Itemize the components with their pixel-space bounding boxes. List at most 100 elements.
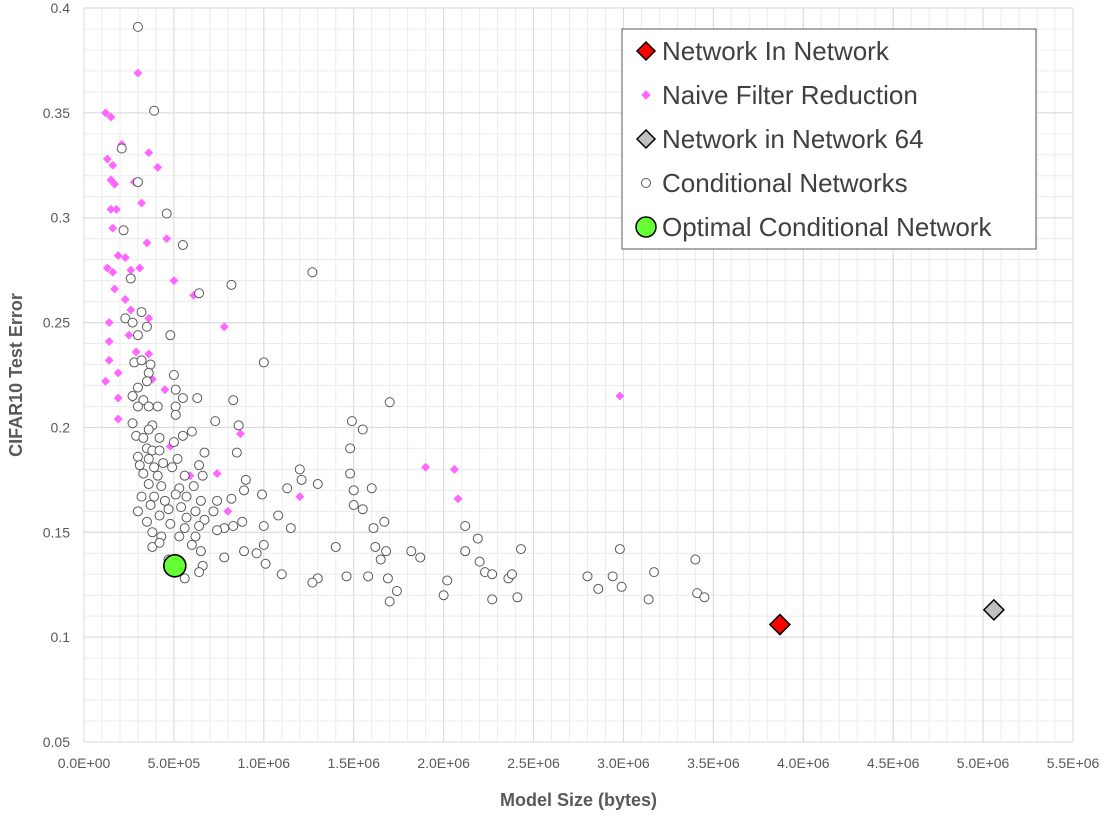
naive-filter-reduction-point [101,376,111,386]
conditional-network-point [239,546,250,557]
naive-filter-reduction-point [223,506,233,516]
conditional-network-point [158,458,169,469]
naive-filter-reduction-series [101,68,625,516]
conditional-network-point [194,520,205,531]
conditional-network-point [149,462,160,473]
naive-filter-reduction-point [295,492,305,502]
conditional-network-point [143,479,154,490]
naive-filter-reduction-point [102,154,112,164]
legend-label: Network In Network [662,36,890,66]
conditional-network-point [195,495,206,506]
conditional-network-point [294,464,305,475]
conditional-network-point [257,489,268,500]
conditional-network-point [506,569,517,580]
naive-filter-reduction-point [110,179,120,189]
conditional-network-point [174,531,185,542]
conditional-network-point [472,533,483,544]
naive-filter-reduction-point [142,238,152,248]
x-tick-label: 5.5E+06 [1047,755,1100,771]
conditional-network-point [188,481,199,492]
conditional-network-point [116,143,127,154]
conditional-network-point [582,571,593,582]
naive-filter-reduction-point [113,250,123,261]
conditional-network-point [197,470,208,481]
conditional-network-point [415,552,426,563]
conditional-network-point [143,424,154,435]
conditional-network-point [170,401,181,412]
network-in-network-64-series [982,598,1005,621]
conditional-network-point [649,567,660,578]
conditional-network-point [145,359,156,370]
y-tick-label: 0.25 [43,315,70,331]
conditional-network-point [233,420,244,431]
y-tick-label: 0.35 [43,105,70,121]
naive-filter-reduction-point [113,393,123,403]
conditional-network-point [296,474,307,485]
naive-filter-reduction-point [169,276,179,286]
conditional-network-point [384,397,395,408]
naive-filter-reduction-point [153,162,163,172]
conditional-network-point [460,520,471,531]
x-tick-label: 4.5E+06 [867,755,920,771]
conditional-network-point [179,523,190,534]
conditional-network-point [132,401,143,412]
naive-filter-reduction-point [135,263,145,273]
conditional-network-point [512,592,523,603]
x-tick-label: 5.0E+06 [957,755,1010,771]
conditional-network-point [152,470,163,481]
y-tick-label: 0.1 [51,629,71,645]
conditional-network-point [195,546,206,557]
conditional-network-point [212,495,223,506]
conditional-network-point [210,416,221,427]
conditional-network-point [228,520,239,531]
conditional-network-point [616,581,627,592]
naive-filter-reduction-point [219,322,229,332]
legend-marker [635,128,657,150]
conditional-network-point [143,453,154,464]
y-tick-label: 0.05 [43,734,70,750]
conditional-network-point [127,390,138,401]
conditional-network-point [127,418,138,429]
naive-filter-reduction-point [124,330,134,340]
x-tick-label: 2.5E+06 [507,755,560,771]
conditional-network-point [181,491,192,502]
conditional-network-point [366,483,377,494]
naive-filter-reduction-point [102,263,112,273]
conditional-network-point [134,460,145,471]
x-axis-title: Model Size (bytes) [500,790,657,810]
conditional-network-point [165,518,176,529]
conditional-network-point [143,401,154,412]
conditional-network-point [228,395,239,406]
naive-filter-reduction-point [453,494,463,504]
conditional-network-point [199,447,210,458]
conditional-network-point [226,493,237,504]
conditional-network-point [143,367,154,378]
conditional-network-point [136,491,147,502]
conditional-network-point [345,443,356,454]
conditional-network-point [699,592,710,603]
legend-label: Conditional Networks [662,168,908,198]
legend-item: Optimal Conditional Network [635,212,992,242]
conditional-network-point [307,267,318,278]
conditional-network-point [141,376,152,387]
conditional-network-point [163,504,174,515]
conditional-network-point [170,409,181,420]
conditional-network-point [345,468,356,479]
conditional-network-point [208,506,219,517]
legend-label: Optimal Conditional Network [662,212,992,242]
x-axis-tick-labels: 0.0E+00 5.0E+05 1.0E+06 1.5E+06 2.0E+06 2.5E+… [58,755,1100,771]
conditional-network-point [346,416,357,427]
x-tick-label: 1.0E+06 [238,755,291,771]
conditional-network-point [363,571,374,582]
conditional-network-point [487,569,498,580]
conditional-network-point [348,485,359,496]
legend-item: Network in Network 64 [635,124,924,154]
naive-filter-reduction-point [615,391,625,401]
conditional-network-point [690,554,701,565]
conditional-network-point [307,577,318,588]
naive-filter-reduction-point [421,462,431,472]
conditional-network-point [165,330,176,341]
conditional-network-point [177,430,188,441]
conditional-network-point [370,541,381,552]
conditional-network-point [147,527,158,538]
